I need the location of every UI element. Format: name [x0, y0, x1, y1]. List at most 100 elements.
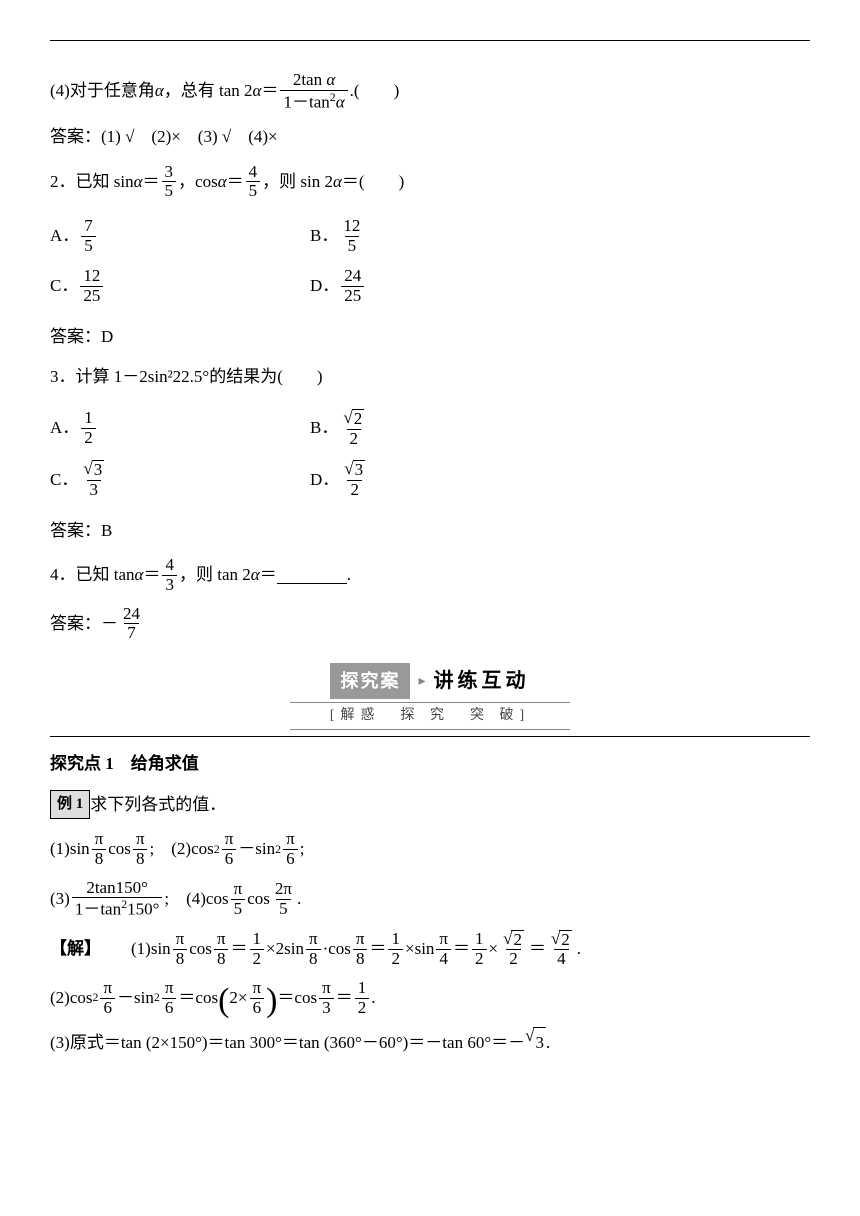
fraction: 2tan α 1－tan2α [280, 71, 347, 112]
n: π [100, 979, 115, 998]
n: 12 [340, 217, 363, 236]
d: 8 [353, 949, 368, 969]
label: A． [50, 221, 79, 252]
text: (1)sin [131, 934, 171, 965]
text: ，总有 tan 2 [164, 76, 253, 107]
d: 3 [319, 998, 334, 1018]
text: ; [300, 834, 305, 865]
r: 3 [92, 460, 105, 480]
d: 6 [222, 849, 237, 869]
text: ＝ [336, 983, 353, 1014]
d: 8 [133, 849, 148, 869]
topic-heading: 探究点 1 给角求值 [50, 749, 810, 780]
d: 8 [306, 949, 321, 969]
d: 5 [231, 899, 246, 919]
label: C． [50, 271, 78, 302]
opt-a: A．12 [50, 409, 310, 448]
d: 6 [250, 998, 265, 1018]
text: －sin [238, 834, 275, 865]
q2-options-row1: A．75 B．125 [50, 211, 810, 261]
n: π [133, 830, 148, 849]
section-rule [50, 736, 810, 737]
opt-b: B．√22 [310, 409, 810, 448]
text: ; (2)cos [150, 834, 214, 865]
num: 2tan [293, 70, 327, 89]
d: 2 [472, 949, 487, 969]
frac: 1225 [80, 267, 103, 305]
text: cos [247, 884, 270, 915]
tail: .( ) [350, 76, 400, 107]
frac: 12 [388, 930, 403, 968]
d: 8 [214, 949, 229, 969]
frac: 2π5 [272, 880, 295, 918]
frac: π8 [214, 930, 229, 968]
q2-options-row2: C．1225 D．2425 [50, 261, 810, 311]
text: cos [189, 934, 212, 965]
d: 8 [173, 949, 188, 969]
n: 1 [81, 409, 96, 428]
frac: 125 [340, 217, 363, 255]
n: 1 [388, 930, 403, 949]
tail: ＝( ) [342, 167, 404, 198]
n: π [173, 930, 188, 949]
body: (1) √ (2)× (3) √ (4)× [101, 122, 278, 153]
text: (4)对于任意角 [50, 76, 155, 107]
eq: ＝ [529, 934, 546, 965]
example-tag: 例 1 [50, 790, 90, 819]
n: π [353, 930, 368, 949]
frac: 75 [81, 217, 96, 255]
solution-2: (2)cos2 π6 －sin2 π6 ＝cos ( 2× π6 ) ＝cos … [50, 979, 810, 1017]
answer-4: 答案：－ 247 [50, 605, 810, 643]
answer-3: 答案：B [50, 516, 810, 547]
frac: 35 [162, 163, 177, 201]
frac: 12 [81, 409, 96, 447]
d: 2 [388, 949, 403, 969]
text: ＝cos [178, 983, 218, 1014]
ex-row-2: (3) 2tan150° 1－tan2150° ; (4)cos π5 cos … [50, 879, 810, 920]
n: π [231, 880, 246, 899]
label: B． [310, 413, 338, 444]
alpha: α [135, 560, 144, 591]
n: 3 [162, 163, 177, 182]
dot: . [347, 560, 351, 591]
answer-1: 答案： (1) √ (2)× (3) √ (4)× [50, 122, 810, 153]
text: (3)原式＝tan (2×150°)＝tan 300°＝tan (360°－60… [50, 1028, 525, 1059]
text: ，则 tan 2 [179, 560, 251, 591]
label: 答案：－ [50, 609, 118, 640]
frac: 2tan150° 1－tan2150° [72, 879, 163, 920]
frac: π8 [92, 830, 107, 868]
frac: √32 [341, 460, 368, 499]
banner-tag: 探究案 [330, 663, 410, 699]
q4-stem: 4．已知 tanα ＝ 43 ，则 tan 2α ＝ . [50, 556, 810, 594]
frac: 45 [246, 163, 261, 201]
frac: π8 [133, 830, 148, 868]
alpha: α [134, 167, 143, 198]
text: (2)cos [50, 983, 92, 1014]
n: 2π [272, 880, 295, 899]
top-rule [50, 40, 810, 41]
text: ＝cos [277, 983, 317, 1014]
blank [277, 566, 347, 584]
label: B． [310, 221, 338, 252]
bracket: ( 2× π6 ) [218, 979, 277, 1017]
text: (3) [50, 884, 70, 915]
eq: ＝ [453, 934, 470, 965]
eq: ＝ [143, 560, 160, 591]
alpha: α [326, 70, 335, 89]
frac: √24 [548, 930, 575, 969]
banner-title: 讲练互动 [434, 663, 530, 699]
frac: √22 [500, 930, 527, 969]
n: 1 [355, 979, 370, 998]
d: 2 [250, 949, 265, 969]
text: (1)sin [50, 834, 90, 865]
r: 3 [353, 460, 366, 480]
text: . [577, 934, 581, 965]
n: π [162, 979, 177, 998]
opt-c: C．√33 [50, 460, 310, 499]
frac: π6 [222, 830, 237, 868]
dot: . [546, 1028, 550, 1059]
q3-options-row2: C．√33 D．√32 [50, 454, 810, 505]
frac: π4 [436, 930, 451, 968]
d: 4 [436, 949, 451, 969]
frac: 2425 [341, 267, 364, 305]
